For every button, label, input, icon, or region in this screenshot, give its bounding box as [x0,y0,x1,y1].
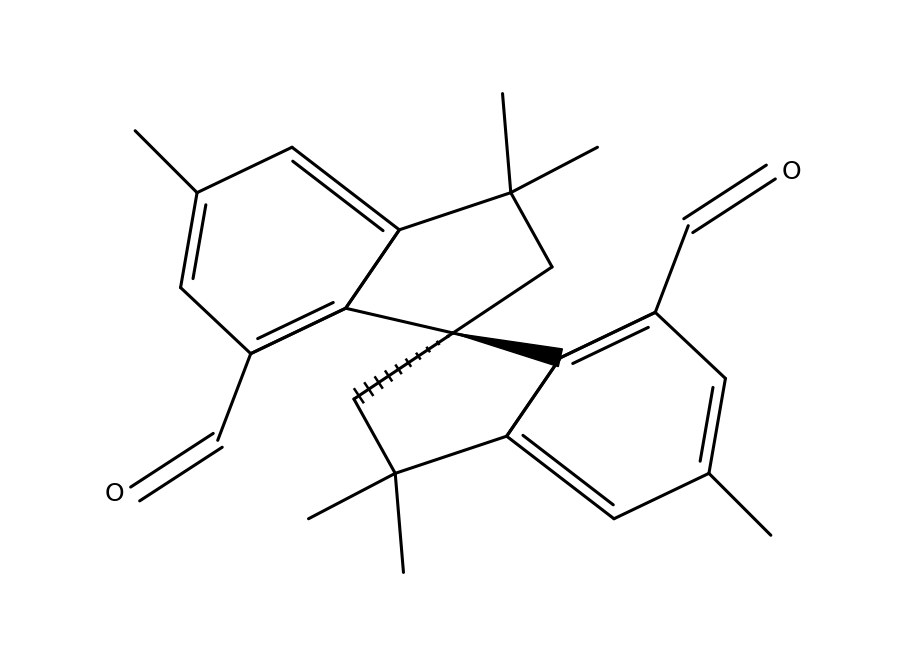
Text: O: O [105,482,124,506]
Polygon shape [453,333,563,366]
Text: O: O [782,160,801,184]
